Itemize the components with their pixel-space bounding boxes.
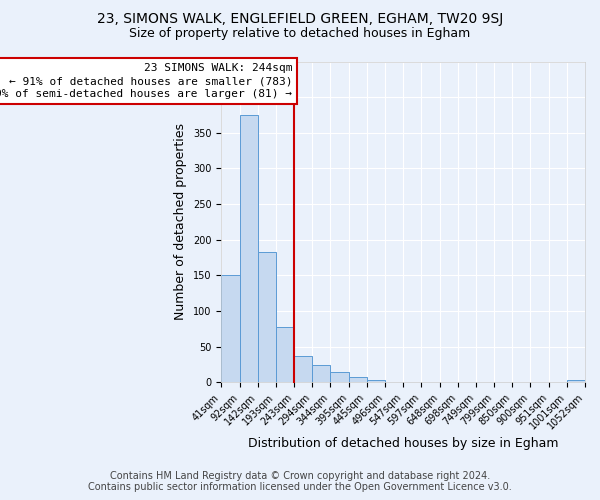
Bar <box>313 364 331 382</box>
Bar <box>566 380 585 382</box>
Bar <box>276 327 294 382</box>
Y-axis label: Number of detached properties: Number of detached properties <box>175 124 187 320</box>
Bar <box>349 378 367 382</box>
Text: Size of property relative to detached houses in Egham: Size of property relative to detached ho… <box>130 28 470 40</box>
Bar <box>221 276 240 382</box>
Bar <box>367 380 385 382</box>
Bar <box>240 115 258 382</box>
Text: Contains HM Land Registry data © Crown copyright and database right 2024.
Contai: Contains HM Land Registry data © Crown c… <box>88 471 512 492</box>
Text: 23, SIMONS WALK, ENGLEFIELD GREEN, EGHAM, TW20 9SJ: 23, SIMONS WALK, ENGLEFIELD GREEN, EGHAM… <box>97 12 503 26</box>
Bar <box>258 252 276 382</box>
Text: 23 SIMONS WALK: 244sqm
← 91% of detached houses are smaller (783)
9% of semi-det: 23 SIMONS WALK: 244sqm ← 91% of detached… <box>0 63 292 100</box>
Bar <box>331 372 349 382</box>
Bar <box>294 356 313 382</box>
X-axis label: Distribution of detached houses by size in Egham: Distribution of detached houses by size … <box>248 437 559 450</box>
